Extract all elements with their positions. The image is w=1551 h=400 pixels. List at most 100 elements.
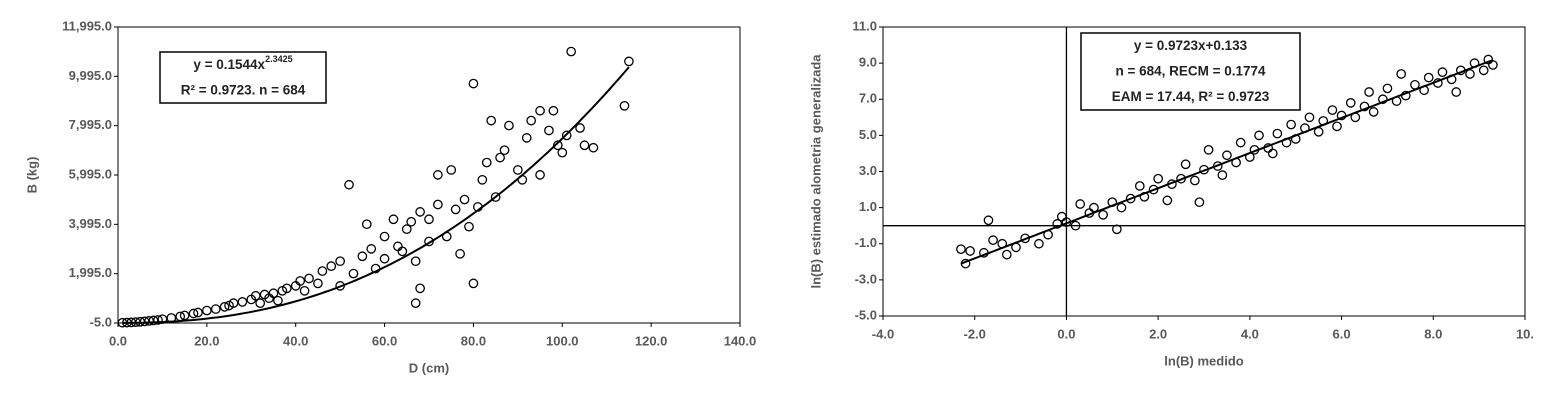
- x-axis-label: ln(B) medido: [1164, 353, 1243, 368]
- y-tick-label: -5.0: [90, 314, 112, 329]
- point: [1465, 69, 1475, 79]
- annotation: y = 0.1544x2.3425: [193, 54, 292, 71]
- point: [193, 307, 203, 318]
- y-tick-label: 11.0: [852, 18, 877, 33]
- point: [1437, 67, 1448, 78]
- trendline: [122, 66, 630, 324]
- y-tick-label: -3.0: [855, 271, 877, 286]
- point: [619, 100, 630, 111]
- y-tick-label: 1,995.0: [69, 265, 112, 280]
- x-tick-label: -2.0: [964, 326, 986, 341]
- point: [401, 224, 412, 234]
- point: [504, 120, 514, 131]
- point: [1153, 173, 1163, 184]
- x-tick-label: 0.0: [1057, 326, 1075, 341]
- point: [415, 283, 425, 294]
- point: [446, 165, 457, 175]
- point: [424, 214, 434, 225]
- x-tick-label: 6.0: [1333, 326, 1351, 341]
- point: [544, 125, 554, 136]
- x-tick-label: 10.: [1516, 326, 1534, 341]
- annotation-sup: 2.3425: [265, 54, 293, 64]
- point: [1180, 159, 1191, 170]
- point: [344, 179, 354, 190]
- point: [295, 276, 306, 286]
- x-tick-label: 100.0: [546, 333, 579, 348]
- point: [1125, 193, 1136, 204]
- point: [965, 246, 975, 256]
- annotation-text: R² = 0.9723. n = 684: [181, 82, 306, 97]
- point: [561, 130, 572, 141]
- point: [335, 256, 345, 267]
- point: [526, 115, 537, 126]
- point: [366, 244, 377, 254]
- point: [1235, 137, 1246, 148]
- point: [268, 288, 279, 299]
- point: [1112, 224, 1122, 235]
- annotation-text: n = 684, RECM = 0.1774: [1115, 63, 1266, 78]
- point: [624, 56, 634, 67]
- point: [1377, 94, 1388, 105]
- point: [535, 170, 545, 180]
- x-tick-label: 140.0: [724, 333, 757, 348]
- point: [1222, 150, 1232, 161]
- point: [557, 147, 568, 158]
- y-tick-label: -1.0: [855, 235, 877, 250]
- y-tick-label: 9,995.0: [69, 68, 112, 83]
- point: [566, 46, 577, 57]
- annotation-text: y = 0.1544x: [193, 56, 265, 71]
- point: [1327, 105, 1338, 115]
- point: [1075, 199, 1086, 209]
- x-tick-label: 120.0: [635, 333, 668, 348]
- point: [1267, 148, 1278, 159]
- point: [455, 248, 465, 259]
- y-tick-label: 7,995.0: [69, 117, 112, 132]
- point: [1332, 121, 1342, 132]
- point: [1272, 128, 1283, 139]
- annotation: R² = 0.9723. n = 684: [181, 82, 306, 97]
- point: [406, 216, 417, 227]
- point: [1478, 65, 1489, 76]
- point: [1451, 87, 1462, 97]
- point: [410, 298, 421, 308]
- point: [535, 105, 545, 116]
- x-tick-label: 40.0: [283, 333, 308, 348]
- point: [459, 194, 470, 205]
- point: [281, 283, 292, 294]
- point: [1116, 202, 1127, 213]
- point: [1304, 112, 1315, 123]
- point: [1134, 181, 1145, 191]
- point: [433, 170, 443, 180]
- point: [1254, 130, 1264, 141]
- point: [219, 301, 230, 312]
- point: [1052, 219, 1063, 229]
- point: [1203, 144, 1214, 155]
- annotation: y = 0.9723x+0.133: [1134, 37, 1248, 52]
- point: [450, 204, 461, 215]
- point: [326, 261, 337, 271]
- point: [988, 235, 998, 245]
- point: [188, 308, 199, 319]
- point: [481, 157, 492, 168]
- point: [495, 152, 505, 163]
- point: [1396, 69, 1407, 79]
- point: [464, 221, 474, 232]
- point: [1286, 119, 1296, 130]
- x-axis-label: D (cm): [409, 360, 449, 375]
- point: [433, 199, 443, 210]
- x-tick-label: 20.0: [194, 333, 219, 348]
- point: [548, 105, 559, 116]
- annotation: n = 684, RECM = 0.1774: [1115, 63, 1266, 78]
- point: [499, 145, 510, 156]
- point: [237, 297, 248, 307]
- point: [304, 273, 314, 284]
- point: [313, 278, 323, 289]
- point: [477, 174, 488, 185]
- point: [379, 231, 390, 242]
- point: [348, 268, 359, 279]
- x-tick-label: 4.0: [1241, 326, 1259, 341]
- x-tick-label: -4.0: [872, 326, 894, 341]
- point: [1056, 211, 1067, 222]
- point: [1001, 249, 1012, 260]
